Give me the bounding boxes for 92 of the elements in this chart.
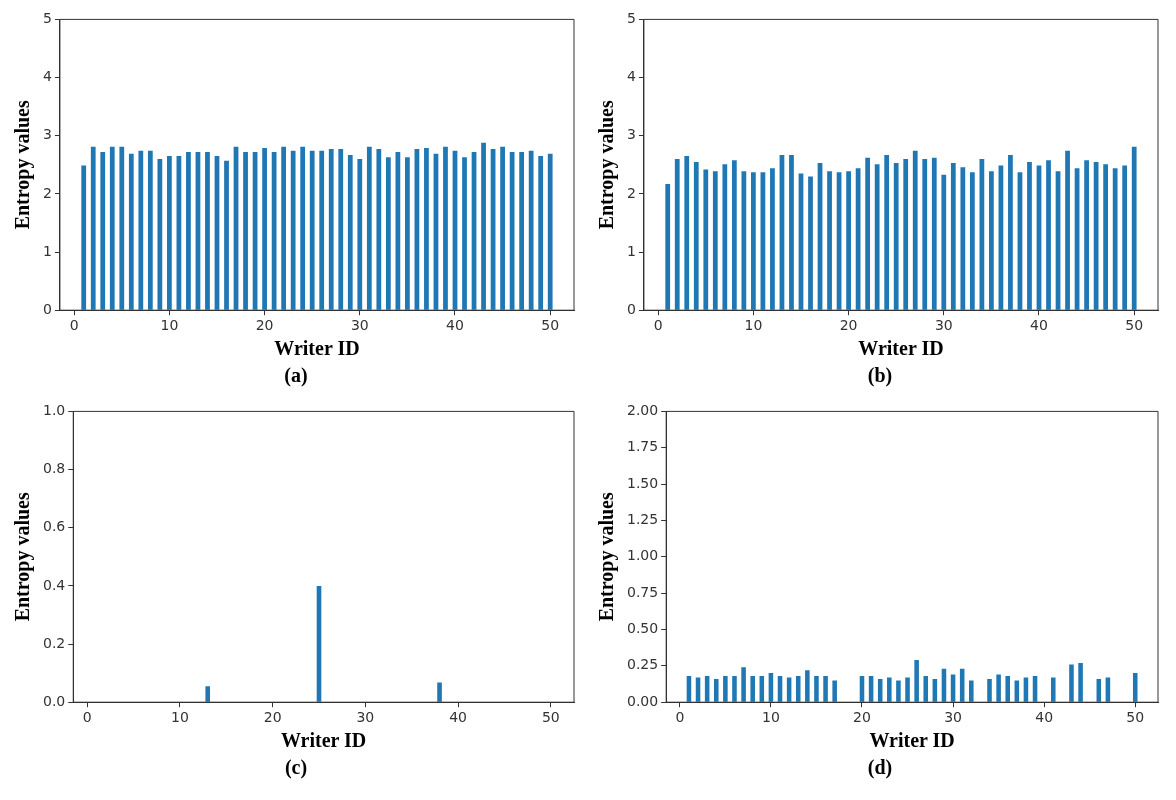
bar <box>437 682 442 702</box>
y-tick-label: 4 <box>626 68 636 85</box>
bar <box>987 678 992 702</box>
y-tick-label: 1.00 <box>627 547 659 564</box>
bar <box>905 677 910 702</box>
y-tick-label: 0 <box>626 300 636 317</box>
bar <box>786 677 792 702</box>
y-axis-title: Entropy values <box>11 492 35 622</box>
x-tick-label: 0 <box>675 709 685 726</box>
x-tick-label: 30 <box>356 709 375 726</box>
x-axis-title: Writer ID <box>858 337 944 360</box>
x-tick-label: 10 <box>762 709 780 726</box>
bar <box>1023 677 1029 702</box>
bar <box>1132 673 1138 702</box>
bar <box>887 677 892 702</box>
bar <box>896 680 901 702</box>
y-axis-title: Entropy values <box>595 492 619 622</box>
x-axis-title: Writer ID <box>869 729 955 752</box>
y-tick-label: 1.0 <box>43 402 66 419</box>
y-tick-label: 1 <box>42 242 52 259</box>
bar <box>795 676 801 702</box>
x-tick-label: 20 <box>255 317 274 334</box>
x-tick-label: 0 <box>82 709 92 726</box>
y-axis-title: Entropy values <box>11 100 35 230</box>
bar <box>1005 676 1010 702</box>
y-tick-label: 0 <box>42 300 52 317</box>
x-tick-label: 30 <box>934 317 953 334</box>
y-tick-label: 0.4 <box>43 576 66 593</box>
bar <box>1105 677 1111 702</box>
y-tick-label: 4 <box>42 68 52 85</box>
x-axis-title: Writer ID <box>280 729 367 752</box>
y-tick-label: 1.75 <box>627 438 659 455</box>
y-tick-label: 2 <box>42 184 52 201</box>
x-tick-label: 20 <box>263 709 282 726</box>
bar <box>1050 677 1056 702</box>
x-tick-label: 50 <box>1126 709 1145 726</box>
bar <box>741 667 746 702</box>
x-tick-label: 20 <box>853 709 871 726</box>
x-tick-label: 30 <box>944 709 962 726</box>
text: (c) <box>284 755 308 780</box>
y-tick-label: 1.25 <box>627 511 659 528</box>
bar <box>713 678 719 702</box>
x-tick-label: 40 <box>1030 317 1048 334</box>
x-tick-label: 50 <box>1125 317 1144 334</box>
bar <box>832 680 837 702</box>
y-tick-label: 0.75 <box>627 583 659 600</box>
y-axis-title: Entropy values <box>595 100 619 230</box>
bar <box>805 670 810 702</box>
x-tick-label: 40 <box>446 317 464 334</box>
text: (a) <box>284 363 308 388</box>
text: (b) <box>867 363 893 388</box>
bar <box>1014 680 1020 702</box>
y-tick-label: 0.50 <box>627 620 659 637</box>
bar <box>914 660 919 702</box>
y-tick-label: 3 <box>626 126 636 143</box>
x-tick-label: 40 <box>449 709 467 726</box>
x-tick-label: 0 <box>69 317 79 334</box>
bar <box>732 676 737 702</box>
y-tick-label: 0.0 <box>43 692 66 709</box>
y-tick-label: 0.2 <box>43 634 66 651</box>
bar <box>1069 664 1074 702</box>
bar <box>823 676 828 702</box>
y-tick-label: 2 <box>626 184 636 201</box>
bar <box>1078 662 1083 702</box>
bar <box>814 676 819 702</box>
x-tick-label: 50 <box>541 317 560 334</box>
x-tick-label: 50 <box>541 709 560 726</box>
x-tick-label: 10 <box>160 317 179 334</box>
x-tick-label: 40 <box>1035 709 1054 726</box>
x-tick-label: 30 <box>350 317 369 334</box>
y-tick-label: 1 <box>626 242 636 259</box>
y-tick-label: 0.8 <box>43 460 66 477</box>
bar <box>750 676 755 702</box>
x-tick-label: 10 <box>170 709 189 726</box>
x-tick-label: 20 <box>839 317 858 334</box>
y-tick-label: 2.00 <box>627 402 659 419</box>
bar <box>695 677 701 702</box>
bar <box>996 674 1001 702</box>
bar <box>923 676 929 702</box>
y-tick-label: 0.25 <box>627 656 659 673</box>
y-tick-label: 5 <box>42 10 52 27</box>
y-tick-label: 0.00 <box>627 692 659 709</box>
text: (d) <box>867 755 893 780</box>
y-tick-label: 5 <box>626 10 636 27</box>
bar <box>723 676 728 702</box>
x-tick-label: 10 <box>744 317 763 334</box>
bar <box>205 686 211 702</box>
y-tick-label: 0.6 <box>43 518 66 535</box>
bar <box>969 680 974 702</box>
x-axis-title: Writer ID <box>274 337 360 360</box>
y-tick-label: 3 <box>42 126 52 143</box>
y-tick-label: 1.50 <box>627 474 659 491</box>
